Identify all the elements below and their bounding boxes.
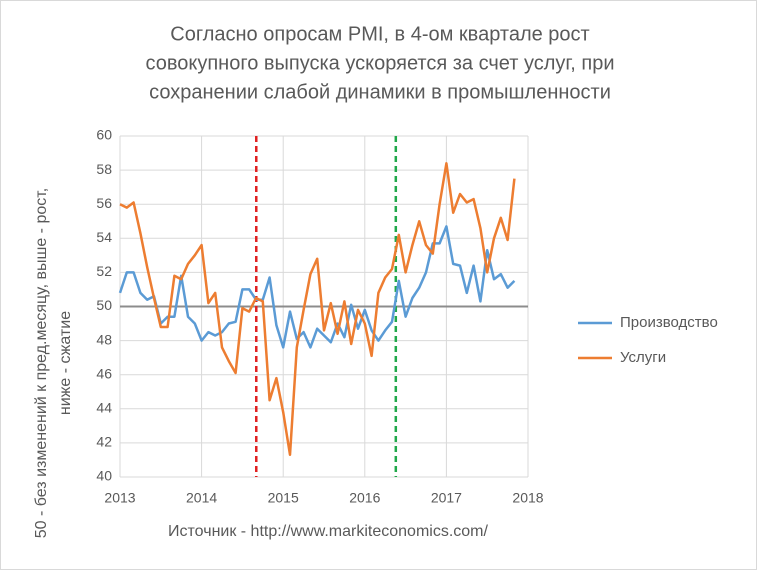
series-line [118,225,516,349]
y-tick-label: 52 [96,263,112,279]
y-tick-label: 42 [96,434,112,450]
y-tick-label: 40 [96,468,112,484]
x-tick-label: 2017 [431,490,462,506]
chart-title: совокупного выпуска ускоряется за счет у… [146,52,615,74]
x-tick-label: 2016 [349,490,380,506]
legend-label: Услуги [620,349,666,366]
source-note: Источник - http://www.markiteconomics.co… [168,523,488,540]
chart-title: Согласно опросам PMI, в 4-ом квартале ро… [170,23,589,45]
y-tick-label: 58 [96,161,112,177]
y-tick-label: 48 [96,331,112,347]
y-tick-label: 44 [96,400,112,416]
x-tick-label: 2015 [268,490,299,506]
series-line [119,162,516,457]
y-tick-label: 50 [96,297,112,313]
legend-label: Производство [620,314,718,331]
x-tick-label: 2018 [512,490,543,506]
y-tick-label: 60 [96,127,112,143]
x-tick-label: 2014 [186,490,217,506]
y-tick-label: 56 [96,195,112,211]
chart-title: сохранении слабой динамики в промышленно… [149,81,611,103]
y-tick-label: 54 [96,229,112,245]
y-tick-label: 46 [96,365,112,381]
y-axis-label: 50 - без изменений к пред.месяцу, выше -… [33,188,50,539]
x-tick-label: 2013 [104,490,135,506]
y-axis-label: ниже - сжатие [57,311,74,415]
